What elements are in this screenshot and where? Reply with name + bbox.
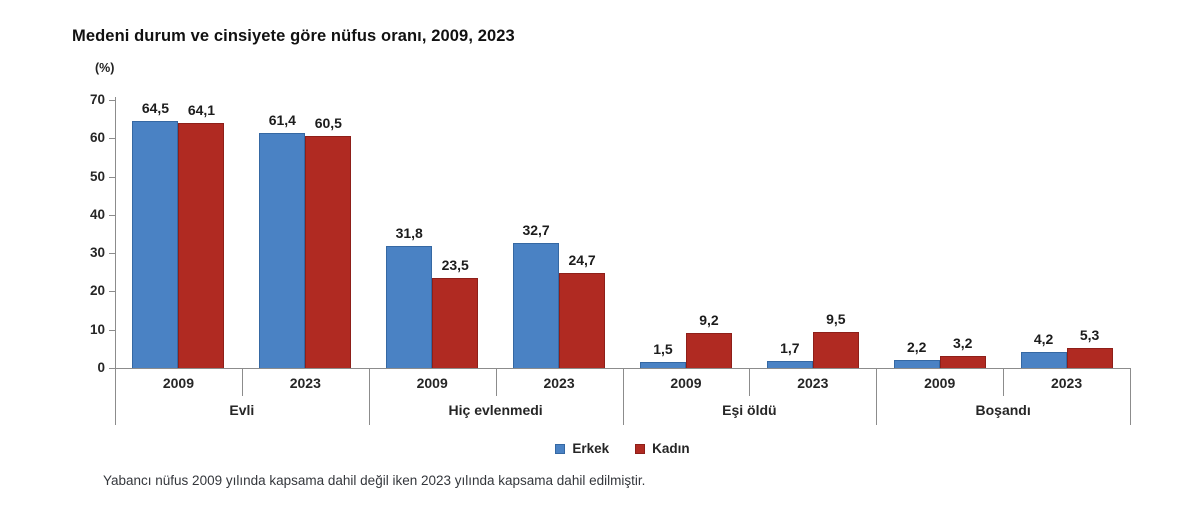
- bar-value-label: 60,5: [314, 115, 342, 131]
- legend: Erkek Kadın: [115, 441, 1130, 456]
- bar-value-label: 61,4: [268, 112, 296, 128]
- y-tick-mark: [109, 100, 115, 101]
- x-category-label: Hiç evlenmedi: [448, 402, 543, 418]
- x-year-label: 2009: [162, 375, 195, 391]
- bar-erkek: [893, 360, 940, 368]
- x-year-label: 2009: [416, 375, 448, 391]
- bar-erkek: [639, 362, 686, 368]
- bar-value-label: 23,5: [441, 257, 469, 273]
- legend-label-erkek: Erkek: [572, 441, 610, 456]
- bar-erkek: [132, 121, 179, 368]
- bar-value-label: 24,7: [568, 252, 596, 268]
- legend-item-erkek: Erkek: [555, 441, 609, 456]
- bar-value-label: 9,2: [699, 312, 719, 328]
- y-tick-mark: [109, 368, 115, 369]
- year-separator: [1003, 368, 1004, 396]
- y-tick-mark: [109, 291, 115, 293]
- y-tick-label: 10: [89, 321, 105, 337]
- bar-erkek: [386, 246, 433, 368]
- bar-kadin: [559, 273, 606, 368]
- y-tick-label: 0: [97, 360, 105, 375]
- y-tick-label: 60: [89, 130, 105, 146]
- y-tick-mark: [109, 329, 115, 331]
- chart-title: Medeni durum ve cinsiyete göre nüfus ora…: [72, 27, 515, 45]
- bar-value-label: 1,5: [653, 341, 673, 357]
- x-axis: 2009 2023 Evli 2009 2023 Hiç evlenmedi 2009 202…: [115, 368, 1131, 426]
- y-axis: 0 10 20 30 40 50 60 70: [0, 92, 115, 375]
- category-separator: [115, 368, 116, 425]
- category-separator: [369, 368, 370, 425]
- y-tick-label: 20: [89, 283, 105, 299]
- year-separator: [242, 368, 243, 396]
- x-category-label: Evli: [229, 402, 255, 418]
- x-category-label: Boşandı: [975, 402, 1031, 418]
- y-tick-mark: [109, 253, 115, 255]
- x-year-label: 2023: [797, 375, 829, 391]
- category-separator: [876, 368, 877, 425]
- bar-kadin: [432, 278, 479, 368]
- year-separator: [496, 368, 497, 396]
- footnote: Yabancı nüfus 2009 yılında kapsama dahil…: [103, 473, 646, 488]
- bar-kadin: [305, 136, 352, 368]
- y-tick-label: 70: [89, 92, 105, 107]
- y-tick-mark: [109, 176, 115, 178]
- legend-item-kadin: Kadın: [635, 441, 690, 456]
- bar-erkek: [513, 243, 560, 368]
- y-tick-label: 40: [89, 206, 105, 222]
- bar-value-label: 2,2: [906, 339, 927, 355]
- y-tick-label: 30: [89, 245, 105, 261]
- bar-erkek: [766, 361, 813, 368]
- bar-erkek: [1020, 352, 1067, 368]
- legend-swatch-erkek: [555, 443, 566, 454]
- legend-label-kadin: Kadın: [652, 441, 690, 456]
- bar-kadin: [685, 333, 732, 368]
- category-separator: [1130, 368, 1131, 425]
- bar-kadin: [812, 332, 859, 368]
- bar-value-label: 32,7: [522, 222, 550, 238]
- bar-value-label: 1,7: [780, 340, 800, 356]
- bar-kadin: [939, 356, 986, 368]
- x-year-label: 2023: [543, 375, 575, 391]
- x-year-label: 2009: [924, 375, 956, 391]
- y-tick-label: 50: [89, 168, 105, 184]
- x-year-label: 2023: [289, 375, 321, 391]
- y-axis-line: [115, 97, 116, 368]
- bar-value-label: 64,1: [187, 102, 216, 118]
- year-separator: [749, 368, 750, 396]
- bar-value-label: 3,2: [952, 335, 973, 351]
- bar-value-label: 4,2: [1033, 331, 1054, 347]
- x-year-label: 2023: [1050, 375, 1083, 391]
- x-category-label: Eşi öldü: [722, 402, 777, 418]
- legend-swatch-kadin: [635, 443, 646, 454]
- bar-kadin: [1066, 348, 1113, 368]
- bar-value-label: 9,5: [826, 311, 846, 327]
- y-axis-unit-label: (%): [95, 61, 115, 75]
- plot-area: 64,5 64,1 61,4 60,5 31,8 23,5 32,7 24,7 1,5 9,2 1,…: [115, 100, 1130, 368]
- bar-erkek: [259, 133, 306, 368]
- x-year-label: 2009: [670, 375, 702, 391]
- bar-value-label: 5,3: [1079, 327, 1100, 343]
- y-tick-mark: [109, 138, 115, 140]
- category-separator: [623, 368, 624, 425]
- bar-value-label: 64,5: [141, 100, 170, 116]
- bar-kadin: [178, 123, 225, 368]
- y-tick-mark: [109, 214, 115, 216]
- bar-value-label: 31,8: [395, 225, 423, 241]
